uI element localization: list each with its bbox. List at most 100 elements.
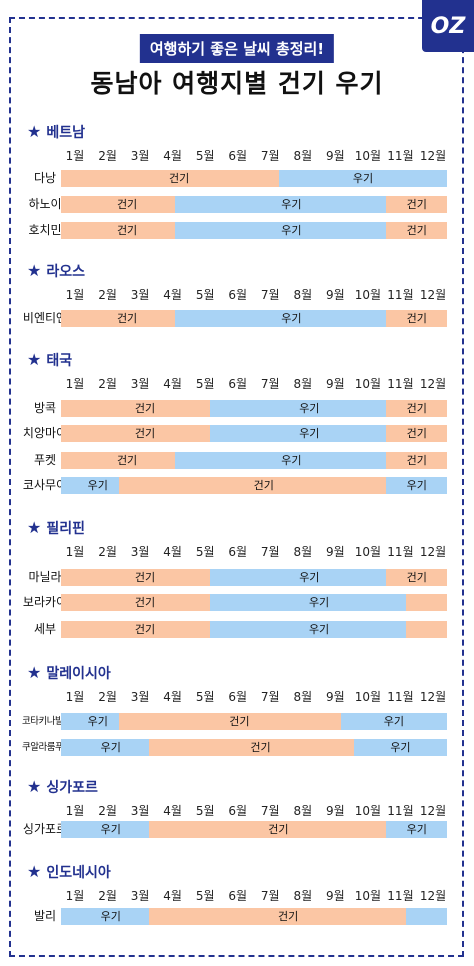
- month-label: 6월: [228, 545, 248, 559]
- section-title: 말레이시아: [46, 666, 111, 682]
- dry-season-bar: 건기: [148, 908, 428, 925]
- wet-season-bar: 우기: [174, 222, 409, 239]
- section-title: 태국: [46, 353, 73, 369]
- month-label: 1월: [65, 690, 85, 704]
- wet-season-bar: 우기: [174, 452, 409, 469]
- section-title: 라오스: [46, 264, 85, 280]
- month-label: 8월: [293, 288, 313, 302]
- month-label: 7월: [260, 288, 280, 302]
- wet-season-bar: 우기: [210, 400, 409, 417]
- month-label: 1월: [65, 377, 85, 391]
- month-label: 11월: [387, 377, 414, 391]
- month-label: 4월: [163, 377, 182, 391]
- month-label: 4월: [163, 545, 182, 559]
- row-label: 비엔티엔: [22, 311, 68, 325]
- dry-season-bar: 건기: [386, 400, 448, 417]
- month-label: 12월: [419, 804, 447, 818]
- dry-season-bar: 건기: [60, 170, 298, 187]
- month-label: 10월: [354, 149, 382, 163]
- month-label: 2월: [98, 690, 117, 704]
- section-title: 필리핀: [46, 521, 85, 537]
- wet-season-bar: 우기: [210, 594, 428, 611]
- month-label: 5월: [195, 149, 215, 163]
- dry-season-bar: 건기: [60, 310, 194, 327]
- row-label: 치앙마이: [22, 426, 68, 440]
- month-label: 8월: [293, 377, 313, 391]
- month-label: 2월: [98, 804, 117, 818]
- month-label: 6월: [228, 690, 248, 704]
- dry-season-bar: 건기: [386, 569, 448, 586]
- dry-season-bar: 건기: [386, 310, 448, 327]
- star-icon: ★: [27, 862, 42, 881]
- month-label: 6월: [228, 804, 248, 818]
- month-label: 3월: [130, 288, 150, 302]
- wet-season-bar: 우기: [340, 713, 448, 730]
- row-label: 쿠알라룸푸르: [22, 742, 72, 753]
- month-label: 10월: [354, 804, 382, 818]
- row-label: 푸켓: [33, 453, 57, 467]
- month-label: 9월: [326, 377, 345, 391]
- month-label: 7월: [260, 149, 280, 163]
- month-label: 9월: [326, 149, 345, 163]
- dry-season-bar: 건기: [386, 452, 448, 469]
- dry-season-bar: 건기: [60, 400, 230, 417]
- wet-season-bar: 우기: [386, 821, 448, 838]
- month-label: 7월: [260, 377, 280, 391]
- star-icon: ★: [27, 518, 42, 537]
- wet-season-bar: 우기: [210, 425, 409, 442]
- month-label: 10월: [354, 889, 382, 903]
- dry-season-bar: 건기: [60, 222, 194, 239]
- month-label: 1월: [65, 804, 85, 818]
- month-label: 3월: [130, 545, 150, 559]
- month-label: 9월: [326, 545, 345, 559]
- section-header: ★ 베트남: [27, 123, 85, 142]
- month-label: 8월: [293, 545, 313, 559]
- month-label: 6월: [228, 149, 248, 163]
- month-label: 4월: [163, 288, 182, 302]
- row-label: 하노이: [28, 197, 62, 211]
- month-label: 5월: [195, 889, 215, 903]
- month-label: 8월: [293, 889, 313, 903]
- wet-season-bar: 우기: [60, 908, 161, 925]
- month-label: 12월: [419, 889, 447, 903]
- month-label: 10월: [354, 545, 382, 559]
- month-label: 7월: [260, 804, 280, 818]
- month-label: 2월: [98, 149, 117, 163]
- section-title: 싱가포르: [46, 780, 98, 796]
- month-label: 3월: [130, 889, 150, 903]
- month-label: 11월: [387, 690, 414, 704]
- month-label: 5월: [195, 545, 215, 559]
- dashed-frame: [9, 17, 464, 957]
- month-label: 1월: [65, 288, 85, 302]
- star-icon: ★: [27, 663, 42, 682]
- row-label: 싱가포르: [22, 822, 68, 836]
- wet-season-bar: 우기: [60, 739, 161, 756]
- month-label: 6월: [228, 889, 248, 903]
- month-label: 6월: [228, 377, 248, 391]
- month-label: 9월: [326, 690, 345, 704]
- row-label: 다낭: [33, 171, 57, 185]
- star-icon: ★: [27, 261, 42, 280]
- wet-season-bar: 우기: [353, 739, 448, 756]
- dry-season-bar: 건기: [119, 713, 360, 730]
- row-label: 마닐라: [28, 570, 62, 584]
- section-header: ★ 라오스: [27, 261, 85, 281]
- month-label: 5월: [195, 288, 215, 302]
- wet-season-bar: [405, 908, 448, 925]
- month-label: 12월: [419, 545, 447, 559]
- month-label: 7월: [260, 889, 280, 903]
- month-label: 11월: [387, 804, 414, 818]
- month-label: 12월: [419, 690, 447, 704]
- month-label: 3월: [130, 149, 150, 163]
- dry-season-bar: 건기: [60, 196, 194, 213]
- wet-season-bar: 우기: [174, 196, 409, 213]
- dry-season-bar: 건기: [60, 621, 230, 638]
- oz-logo: OZ: [422, 0, 474, 52]
- wet-season-bar: 우기: [210, 621, 428, 638]
- month-label: 8월: [293, 690, 313, 704]
- row-label: 호치민: [28, 223, 62, 237]
- month-label: 1월: [65, 545, 85, 559]
- subtitle-badge: 여행하기 좋은 날씨 총정리!: [139, 34, 335, 63]
- section-header: ★ 말레이시아: [27, 663, 111, 683]
- month-label: 1월: [65, 149, 85, 163]
